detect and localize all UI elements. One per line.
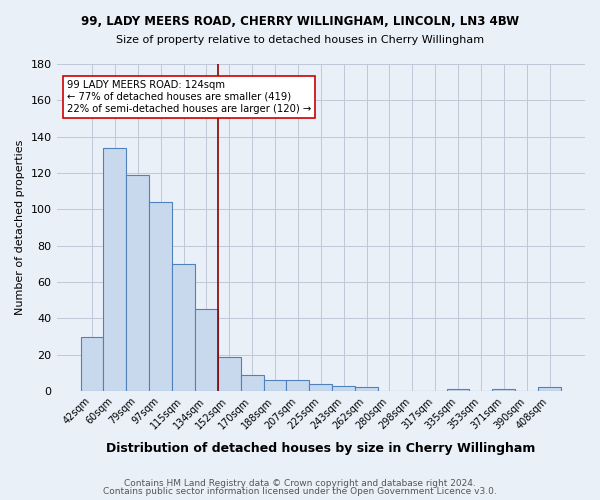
Bar	[149, 202, 172, 391]
Bar	[80, 336, 103, 391]
Bar	[310, 384, 332, 391]
Bar	[172, 264, 195, 391]
Bar	[195, 310, 218, 391]
Bar	[241, 374, 263, 391]
Bar	[263, 380, 286, 391]
X-axis label: Distribution of detached houses by size in Cherry Willingham: Distribution of detached houses by size …	[106, 442, 535, 455]
Text: Contains HM Land Registry data © Crown copyright and database right 2024.: Contains HM Land Registry data © Crown c…	[124, 478, 476, 488]
Text: 99 LADY MEERS ROAD: 124sqm
← 77% of detached houses are smaller (419)
22% of sem: 99 LADY MEERS ROAD: 124sqm ← 77% of deta…	[67, 80, 311, 114]
Bar	[218, 356, 241, 391]
Bar	[127, 175, 149, 391]
Bar	[493, 389, 515, 391]
Bar	[538, 388, 561, 391]
Bar	[332, 386, 355, 391]
Bar	[355, 388, 378, 391]
Text: Contains public sector information licensed under the Open Government Licence v3: Contains public sector information licen…	[103, 487, 497, 496]
Y-axis label: Number of detached properties: Number of detached properties	[15, 140, 25, 315]
Bar	[103, 148, 127, 391]
Text: 99, LADY MEERS ROAD, CHERRY WILLINGHAM, LINCOLN, LN3 4BW: 99, LADY MEERS ROAD, CHERRY WILLINGHAM, …	[81, 15, 519, 28]
Text: Size of property relative to detached houses in Cherry Willingham: Size of property relative to detached ho…	[116, 35, 484, 45]
Bar	[446, 389, 469, 391]
Bar	[286, 380, 310, 391]
